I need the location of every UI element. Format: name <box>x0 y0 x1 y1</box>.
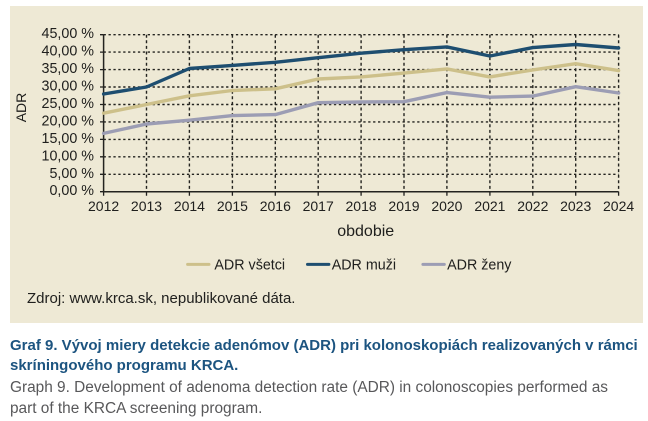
svg-text:2020: 2020 <box>431 198 462 214</box>
svg-text:2017: 2017 <box>303 198 334 214</box>
svg-text:2016: 2016 <box>260 198 291 214</box>
svg-text:2024: 2024 <box>603 198 634 214</box>
svg-text:Zdroj: www.krca.sk, nepublikov: Zdroj: www.krca.sk, nepublikované dáta. <box>27 290 295 307</box>
svg-text:ADR všetci: ADR všetci <box>214 257 285 273</box>
svg-text:2014: 2014 <box>174 198 205 214</box>
svg-text:obdobie: obdobie <box>337 223 394 240</box>
svg-text:40,00 %: 40,00 % <box>42 44 95 60</box>
svg-text:2013: 2013 <box>131 198 162 214</box>
svg-text:2022: 2022 <box>517 198 548 214</box>
svg-text:25,00 %: 25,00 % <box>42 96 95 112</box>
svg-text:30,00 %: 30,00 % <box>42 79 95 95</box>
svg-text:45,00 %: 45,00 % <box>42 26 95 42</box>
svg-text:ADR: ADR <box>13 93 29 123</box>
svg-text:10,00 %: 10,00 % <box>42 148 95 164</box>
svg-text:2018: 2018 <box>346 198 377 214</box>
svg-text:5,00 %: 5,00 % <box>49 166 94 182</box>
svg-text:20,00 %: 20,00 % <box>42 113 95 129</box>
svg-text:15,00 %: 15,00 % <box>42 131 95 147</box>
svg-text:ADR muži: ADR muži <box>332 257 396 273</box>
svg-text:2015: 2015 <box>217 198 248 214</box>
svg-text:ADR ženy: ADR ženy <box>447 257 512 273</box>
svg-text:0,00 %: 0,00 % <box>49 183 94 199</box>
svg-text:2021: 2021 <box>474 198 505 214</box>
svg-text:2012: 2012 <box>88 198 119 214</box>
svg-text:35,00 %: 35,00 % <box>42 61 95 77</box>
svg-text:2023: 2023 <box>560 198 591 214</box>
svg-text:2019: 2019 <box>388 198 419 214</box>
